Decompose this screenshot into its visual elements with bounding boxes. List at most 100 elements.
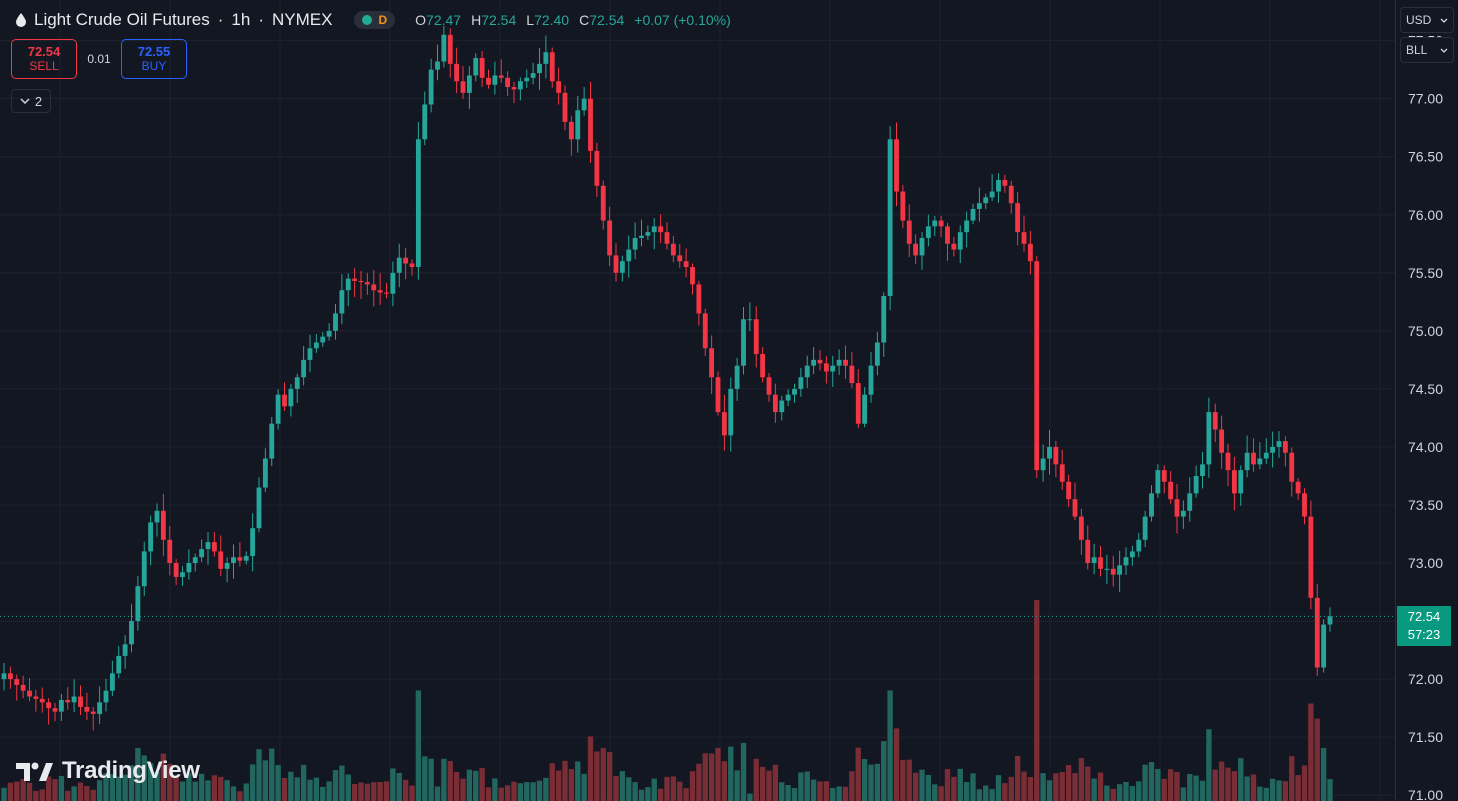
last-price-label: 72.54 57:23: [1397, 606, 1451, 646]
candle-body: [830, 365, 836, 372]
volume-bar: [715, 747, 721, 801]
indicators-toggle-button[interactable]: 2: [11, 89, 51, 113]
candle-body: [20, 684, 26, 691]
y-tick-label: 74.50: [1408, 381, 1443, 397]
volume-bar: [154, 771, 160, 801]
candle-body: [473, 58, 479, 76]
candle-body: [218, 551, 224, 569]
volume-bar: [1072, 773, 1078, 801]
volume-bar: [1027, 777, 1034, 801]
candle-body: [58, 700, 64, 712]
volume-bar: [71, 786, 77, 801]
volume-bar: [677, 781, 683, 801]
volume-bar: [1218, 761, 1225, 801]
volume-bar: [1155, 769, 1161, 801]
candle-body: [881, 296, 887, 343]
volume-bar: [798, 772, 804, 801]
volume-bar: [396, 773, 402, 801]
volume-bar: [345, 774, 351, 801]
candle-body: [1066, 481, 1072, 500]
volume-bar: [830, 787, 836, 801]
unit-select[interactable]: BLL: [1400, 37, 1454, 63]
candle-body: [307, 348, 313, 360]
candle-body: [836, 359, 842, 366]
candle-body: [256, 487, 262, 529]
volume-bar: [568, 769, 575, 801]
sell-button[interactable]: 72.54 SELL: [11, 39, 77, 79]
volume-bar: [1276, 780, 1282, 801]
buy-button[interactable]: 72.55 BUY: [121, 39, 187, 79]
volume-bar: [173, 776, 179, 801]
logo-text: TradingView: [62, 757, 200, 784]
volume-bar: [1314, 718, 1320, 801]
volume-bar: [179, 781, 186, 801]
oil-drop-icon: [16, 13, 26, 27]
candle-body: [27, 690, 32, 697]
session-badge[interactable]: D: [354, 11, 396, 29]
candle-body: [1047, 446, 1052, 459]
volume-bar: [1085, 766, 1091, 801]
interval-label[interactable]: 1h: [231, 10, 251, 29]
volume-bar: [1040, 773, 1046, 801]
candle-body: [1129, 551, 1135, 558]
volume-bar: [1116, 784, 1123, 801]
symbol-title[interactable]: Light Crude Oil Futures: [34, 10, 210, 29]
volume-bar: [842, 786, 849, 801]
volume-bar: [1199, 780, 1206, 801]
candle-body: [568, 121, 574, 140]
candle-body: [1, 673, 7, 680]
volume-bar: [1078, 758, 1085, 801]
bar-countdown: 57:23: [1407, 627, 1441, 642]
candle-body: [976, 203, 982, 209]
delayed-badge: D: [378, 13, 388, 27]
volume-bar: [868, 764, 874, 801]
candle-body: [792, 388, 797, 395]
candle-body: [390, 272, 396, 294]
tradingview-logo[interactable]: TradingView: [16, 757, 200, 785]
volume-bar: [1, 787, 7, 801]
volume-bar: [1174, 771, 1180, 801]
candle-body: [511, 87, 517, 90]
volume-bar: [632, 782, 638, 801]
volume-bar: [313, 777, 320, 801]
candle-body: [141, 551, 147, 587]
candle-body: [7, 673, 13, 680]
candle-body: [1027, 243, 1033, 262]
candle-body: [1302, 493, 1307, 517]
sell-label: SELL: [29, 59, 59, 73]
candle-body: [1289, 452, 1295, 482]
candle-body: [645, 232, 651, 236]
volume-bar: [383, 781, 390, 801]
volume-bar: [33, 790, 39, 801]
candle-body: [371, 284, 377, 291]
chart-header: Light Crude Oil Futures · 1h · NYMEX D O…: [16, 8, 731, 32]
volume-bar: [96, 780, 103, 801]
volume-bar: [708, 753, 715, 801]
candle-body: [39, 698, 45, 703]
candle-body: [632, 237, 638, 250]
candle-body: [607, 220, 613, 256]
candle-body: [556, 81, 562, 93]
candle-body: [422, 104, 428, 140]
candle-body: [900, 191, 906, 221]
volume-bar: [1269, 778, 1276, 801]
volume-bar: [479, 768, 485, 801]
candle-body: [728, 388, 734, 436]
volume-bar: [1187, 773, 1193, 801]
volume-bar: [147, 763, 154, 801]
candle-body: [466, 75, 472, 93]
y-tick-label: 72.00: [1408, 671, 1443, 687]
candle-body: [1295, 481, 1301, 494]
currency-select[interactable]: USD: [1400, 7, 1454, 33]
candle-body: [811, 359, 817, 366]
candle-body: [823, 363, 829, 372]
candle-body: [1078, 516, 1084, 540]
volume-bar: [256, 749, 262, 801]
volume-bar: [498, 787, 504, 801]
volume-bar: [103, 773, 109, 801]
candle-body: [294, 377, 300, 389]
volume-bar: [453, 771, 460, 801]
candle-body: [1002, 179, 1008, 186]
volume-bar: [1238, 758, 1244, 801]
